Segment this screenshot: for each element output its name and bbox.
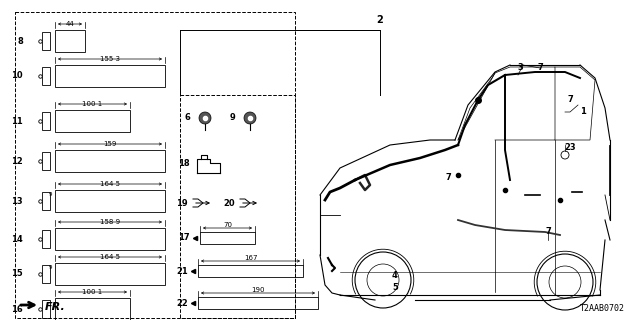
Text: 14: 14 — [12, 235, 23, 244]
Bar — [55, 298, 130, 320]
Bar — [15, 12, 295, 318]
Text: 9: 9 — [49, 265, 52, 270]
Text: 20: 20 — [223, 198, 235, 207]
Bar — [42, 230, 50, 248]
Text: FR.: FR. — [45, 302, 66, 312]
Text: 155 3: 155 3 — [100, 56, 120, 62]
Bar — [42, 152, 50, 170]
Text: 159: 159 — [103, 141, 116, 147]
Text: 22: 22 — [176, 299, 188, 308]
Text: 17: 17 — [179, 234, 190, 243]
Text: 1: 1 — [580, 108, 586, 116]
Text: 164 5: 164 5 — [100, 181, 120, 187]
Text: 100 1: 100 1 — [83, 289, 102, 295]
Bar — [55, 150, 165, 172]
Text: 19: 19 — [177, 198, 188, 207]
Text: 5: 5 — [392, 284, 398, 292]
Text: 7: 7 — [567, 95, 573, 105]
Text: 167: 167 — [244, 255, 257, 261]
Bar — [55, 190, 165, 212]
Bar — [55, 228, 165, 250]
Text: 16: 16 — [12, 305, 23, 314]
Bar — [55, 263, 165, 285]
Bar — [180, 95, 295, 318]
Bar — [42, 67, 50, 85]
Bar — [55, 110, 130, 132]
Text: T2AAB0702: T2AAB0702 — [580, 304, 625, 313]
Text: 2: 2 — [376, 15, 383, 25]
Bar — [55, 30, 85, 52]
Text: 7: 7 — [537, 63, 543, 73]
Bar — [198, 265, 303, 277]
Text: 10: 10 — [12, 71, 23, 81]
Circle shape — [244, 112, 256, 124]
Text: 7: 7 — [445, 173, 451, 182]
Bar — [200, 232, 255, 244]
Text: 23: 23 — [564, 143, 576, 153]
Bar — [55, 65, 165, 87]
Bar — [42, 112, 50, 130]
Text: 13: 13 — [12, 196, 23, 205]
Text: 7: 7 — [545, 228, 551, 236]
Text: 4: 4 — [392, 271, 398, 281]
Text: 12: 12 — [12, 156, 23, 165]
Bar — [42, 300, 50, 318]
Text: 9: 9 — [49, 192, 52, 197]
Text: 190: 190 — [252, 287, 265, 293]
Text: 44: 44 — [66, 21, 74, 27]
Text: 70: 70 — [223, 222, 232, 228]
Text: 15: 15 — [12, 269, 23, 278]
Text: 164 5: 164 5 — [100, 254, 120, 260]
Text: 158 9: 158 9 — [100, 219, 120, 225]
Text: 9: 9 — [229, 114, 235, 123]
Text: 3: 3 — [517, 63, 523, 73]
Text: 18: 18 — [179, 158, 190, 167]
Text: 21: 21 — [176, 267, 188, 276]
Bar — [42, 192, 50, 210]
Circle shape — [199, 112, 211, 124]
Text: 100 1: 100 1 — [83, 101, 102, 107]
Text: 11: 11 — [12, 116, 23, 125]
Text: 6: 6 — [184, 114, 190, 123]
Text: 8: 8 — [17, 36, 23, 45]
Bar — [42, 32, 50, 50]
Bar — [42, 265, 50, 283]
Bar — [198, 297, 318, 309]
